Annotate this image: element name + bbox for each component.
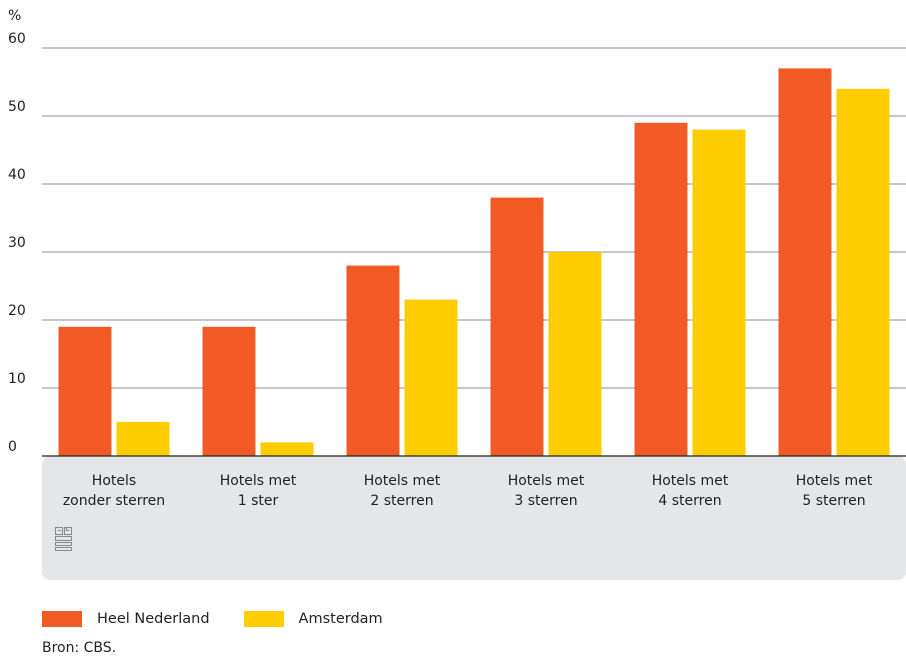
bar-amsterdam: Amsterdam: 23	[404, 299, 458, 456]
category-label: 5 sterren	[802, 493, 865, 509]
bar-heel-nederland: Heel Nederland: 38	[490, 197, 544, 456]
legend-label-heel-nederland: Heel Nederland	[97, 611, 210, 627]
category-label: Hotels met	[220, 473, 297, 489]
bar-heel-nederland: Heel Nederland: 19	[58, 326, 112, 456]
category-panel	[42, 456, 906, 580]
category-label: zonder sterren	[63, 493, 165, 509]
legend-swatch-heel-nederland	[42, 611, 82, 627]
y-unit-label: %	[8, 8, 21, 24]
bar-heel-nederland: Heel Nederland: 49	[634, 122, 688, 457]
bar-amsterdam: Amsterdam: 48	[692, 129, 746, 456]
category-label: Hotels met	[364, 473, 441, 489]
legend-label-amsterdam: Amsterdam	[298, 611, 383, 627]
category-label: Hotels met	[508, 473, 585, 489]
category-label: Hotels	[92, 473, 136, 489]
category-label: 4 sterren	[658, 493, 721, 509]
bar-chart: % Heel Nederland: 19Amsterdam: 5Heel Ned…	[8, 8, 906, 580]
y-tick-label: 60	[8, 31, 26, 47]
bar-heel-nederland: Heel Nederland: 57	[778, 68, 832, 457]
cbs-logo-icon	[54, 526, 73, 552]
category-label: 2 sterren	[370, 493, 433, 509]
legend: Heel Nederland Amsterdam	[42, 611, 417, 627]
bar-amsterdam: Amsterdam: 30	[548, 252, 602, 456]
bar-heel-nederland: Heel Nederland: 28	[346, 265, 400, 456]
category-label: 3 sterren	[514, 493, 577, 509]
source-note: Bron: CBS.	[42, 640, 117, 656]
y-tick-label: 20	[8, 303, 26, 319]
y-tick-label: 40	[8, 167, 26, 183]
category-label: Hotels met	[652, 473, 729, 489]
legend-item-heel-nederland: Heel Nederland	[42, 611, 210, 627]
bar-amsterdam: Amsterdam: 2	[260, 442, 314, 456]
y-tick-label: 10	[8, 371, 26, 387]
y-tick-label: 30	[8, 235, 26, 251]
bar-heel-nederland: Heel Nederland: 19	[202, 326, 256, 456]
category-label: 1 ster	[238, 493, 279, 509]
bar-amsterdam: Amsterdam: 54	[836, 88, 890, 457]
category-label: Hotels met	[796, 473, 873, 489]
bar-amsterdam: Amsterdam: 5	[116, 422, 170, 456]
y-tick-label: 0	[8, 439, 17, 455]
legend-swatch-amsterdam	[243, 611, 284, 627]
legend-item-amsterdam: Amsterdam	[243, 611, 383, 627]
y-tick-label: 50	[8, 99, 26, 115]
